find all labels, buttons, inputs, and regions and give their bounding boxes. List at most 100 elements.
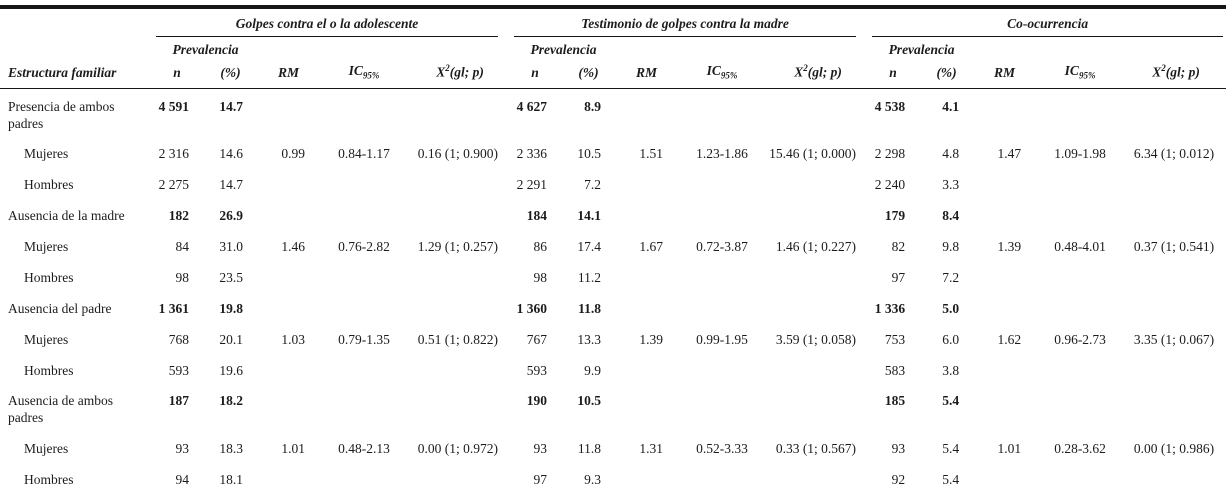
col-header-rm: RM xyxy=(975,58,1035,89)
cell-pct: 17.4 xyxy=(577,239,602,255)
cell-pct: 8.4 xyxy=(942,208,960,224)
cell-x2 xyxy=(768,198,868,229)
cell-x2: 1.46 (1; 0.227) xyxy=(775,239,857,255)
cell-pct: 5.4 xyxy=(942,441,960,457)
cell-ic xyxy=(676,260,768,291)
cell-ic xyxy=(318,353,410,384)
cell-n: 4 538 xyxy=(874,98,906,114)
cell-rm xyxy=(975,260,1034,291)
cell-rm xyxy=(617,260,676,291)
cell-pct: 11.8 xyxy=(577,441,602,457)
cell-pct: 6.0 xyxy=(942,331,960,347)
cell-n: 185 xyxy=(884,393,906,409)
cell-pct: 26.9 xyxy=(219,208,243,224)
cell-pct: 10.5 xyxy=(577,146,602,162)
cell-x2 xyxy=(410,167,510,198)
table-row: Mujeres 768 20.1 1.03 0.79-1.35 0.51 (1; 0.82… xyxy=(0,322,1226,353)
cell-n: 767 xyxy=(526,331,548,347)
cell-pct: 23.5 xyxy=(219,269,243,285)
table-row: Mujeres 93 18.3 1.01 0.48-2.13 0.00 (1; 0.972… xyxy=(0,431,1226,462)
cell-rm: 1.01 xyxy=(281,441,305,457)
cell-pct: 4.1 xyxy=(942,98,960,114)
cell-n: 86 xyxy=(533,239,548,255)
cell-rm xyxy=(617,383,676,431)
cell-n: 2 316 xyxy=(158,146,189,162)
cell-n: 93 xyxy=(175,441,190,457)
cell-ic xyxy=(676,291,768,322)
cell-x2 xyxy=(1126,353,1226,384)
prevalencia-header: Prevalencia xyxy=(530,41,597,57)
cell-n: 182 xyxy=(168,208,189,224)
table-row: Mujeres 84 31.0 1.46 0.76-2.82 1.29 (1; 0.257… xyxy=(0,229,1226,260)
cell-pct: 14.1 xyxy=(577,208,602,224)
cell-pct: 11.2 xyxy=(577,269,602,285)
cell-pct: 9.3 xyxy=(584,472,602,488)
row-label: Hombres xyxy=(24,362,74,378)
cell-n: 2 336 xyxy=(516,146,548,162)
group-header-coocurrencia: Co-ocurrencia xyxy=(868,7,1226,37)
cell-pct: 31.0 xyxy=(219,239,243,255)
cell-ic xyxy=(318,291,410,322)
cell-x2: 0.00 (1; 0.972) xyxy=(417,441,499,457)
cell-ic xyxy=(1034,353,1126,384)
cell-x2 xyxy=(410,462,510,489)
cell-ic: 1.23-1.86 xyxy=(696,146,748,162)
group-title: Testimonio de golpes contra la madre xyxy=(514,16,857,37)
cell-ic xyxy=(318,167,410,198)
cell-pct: 14.7 xyxy=(219,177,243,193)
cell-rm xyxy=(975,88,1034,136)
row-label: Mujeres xyxy=(24,331,69,347)
row-label: Mujeres xyxy=(24,441,69,457)
cell-pct: 19.6 xyxy=(219,362,243,378)
row-label: Hombres xyxy=(24,177,74,193)
cell-n: 97 xyxy=(533,472,548,488)
cell-ic xyxy=(318,260,410,291)
cell-x2: 0.37 (1; 0.541) xyxy=(1133,239,1215,255)
cell-rm xyxy=(975,291,1034,322)
table-body: Presencia de ambos padres 4 591 14.7 4 627 8… xyxy=(0,88,1226,489)
cell-rm xyxy=(259,260,318,291)
cell-rm: 1.62 xyxy=(997,331,1022,347)
cell-n: 94 xyxy=(175,472,190,488)
category-row: Ausencia de ambos padres 187 18.2 190 10.5 18… xyxy=(0,383,1226,431)
cell-n: 2 298 xyxy=(874,146,906,162)
statistics-table: Golpes contra el o la adolescente Testim… xyxy=(0,5,1227,489)
cell-n: 187 xyxy=(168,393,189,409)
cell-rm: 1.67 xyxy=(639,239,664,255)
cell-rm xyxy=(259,198,318,229)
cell-pct: 10.5 xyxy=(577,393,602,409)
col-header-ic: IC95% xyxy=(676,58,769,89)
cell-x2 xyxy=(1126,383,1226,431)
col-header-rm: RM xyxy=(617,58,677,89)
prevalencia-header: Prevalencia xyxy=(172,41,239,57)
cell-ic xyxy=(676,462,768,489)
cell-pct: 20.1 xyxy=(219,331,243,347)
cell-x2 xyxy=(768,167,868,198)
cell-ic: 0.79-1.35 xyxy=(338,331,390,347)
cell-ic: 1.09-1.98 xyxy=(1054,146,1106,162)
cell-rm xyxy=(975,462,1034,489)
cell-pct: 3.8 xyxy=(942,362,960,378)
col-header-x2: X2(gl; p) xyxy=(1126,58,1227,89)
col-header-x2: X2(gl; p) xyxy=(768,58,869,89)
cell-n: 1 361 xyxy=(158,300,189,316)
cell-x2 xyxy=(410,353,510,384)
cell-ic xyxy=(1034,383,1126,431)
col-header-ic: IC95% xyxy=(318,58,410,89)
cell-rm xyxy=(617,198,676,229)
cell-x2: 0.51 (1; 0.822) xyxy=(417,331,499,347)
cell-x2 xyxy=(768,88,868,136)
cell-x2: 0.33 (1; 0.567) xyxy=(775,441,857,457)
category-row: Ausencia del padre 1 361 19.8 1 360 11.8 1 33… xyxy=(0,291,1226,322)
row-label: Hombres xyxy=(24,269,74,285)
cell-n: 2 240 xyxy=(874,177,906,193)
row-label: Presencia de ambos padres xyxy=(8,98,115,131)
cell-pct: 5.4 xyxy=(942,393,960,409)
table-row: Hombres 94 18.1 97 9.3 92 5.4 xyxy=(0,462,1226,489)
cell-n: 1 360 xyxy=(516,300,548,316)
cell-rm: 1.51 xyxy=(639,146,664,162)
col-header-pct: (%) xyxy=(918,58,976,89)
cell-n: 184 xyxy=(526,208,548,224)
cell-n: 593 xyxy=(526,362,548,378)
cell-ic: 0.52-3.33 xyxy=(696,441,748,457)
